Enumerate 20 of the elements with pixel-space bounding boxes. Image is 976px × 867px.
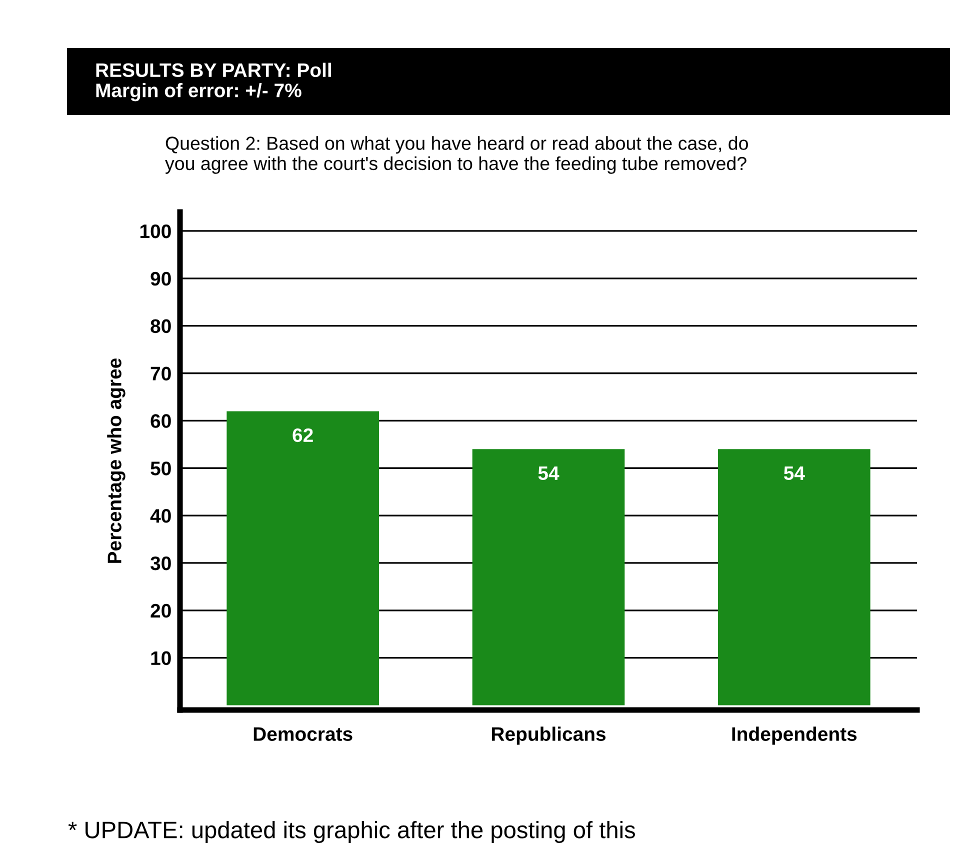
x-tick-label: Democrats — [254, 727, 352, 741]
chart-subtitle: Question 2: Based on what you have heard or read about the case, do you agree with the court's decision to have the feeding tube removed? — [165, 136, 748, 174]
chart-title: RESULTS BY PARTY: Poll Margin of error: +/- 7% — [96, 62, 331, 102]
y-tick-label: 40 — [150, 509, 171, 523]
y-tick-label: 90 — [150, 272, 171, 286]
y-tick-label: 50 — [150, 462, 171, 476]
y-tick-label: 10 — [151, 651, 171, 666]
y-tick-label: 80 — [150, 319, 171, 334]
x-tick-label: Independents — [732, 726, 857, 745]
data-label: 54 — [538, 466, 560, 480]
y-axis-title: Percentage who agree — [107, 358, 126, 563]
y-tick-label: 60 — [150, 414, 171, 428]
data-label: 54 — [784, 466, 805, 480]
text: * UPDATE: updated its graphic after the posting of this — [68, 820, 635, 844]
y-tick-label: 20 — [150, 604, 171, 618]
y-tick-label: 30 — [150, 556, 171, 570]
y-tick-label: 100 — [140, 224, 171, 238]
data-label: 62 — [292, 428, 313, 442]
y-tick-label: 70 — [150, 366, 171, 380]
x-tick-label: Republicans — [492, 726, 606, 745]
